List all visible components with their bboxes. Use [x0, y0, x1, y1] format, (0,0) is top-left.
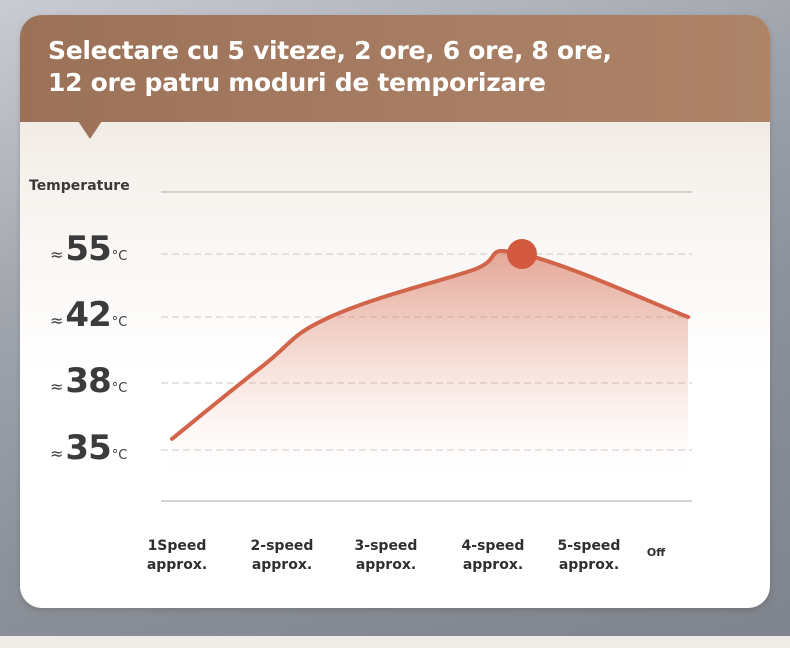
- y-tick-value: 35: [65, 428, 111, 468]
- x-tick-line1: 4-speed: [461, 538, 525, 554]
- peak-point: [507, 239, 537, 269]
- y-tick-unit: °C: [111, 249, 128, 264]
- x-tick-line2: approx.: [146, 557, 208, 573]
- y-tick-value: 42: [65, 295, 111, 335]
- y-tick-55: ≈ 55 °C: [50, 229, 127, 269]
- y-tick-approx: ≈: [50, 377, 64, 396]
- y-tick-approx: ≈: [50, 444, 64, 463]
- background-strip: [0, 636, 790, 648]
- x-tick-line1: 5-speed: [557, 538, 621, 554]
- y-tick-42: ≈ 42 °C: [50, 295, 127, 335]
- x-tick-line1: 3-speed: [354, 538, 418, 554]
- x-tick-line1: 2-speed: [250, 538, 314, 554]
- banner-title-line2: 12 ore patru moduri de temporizare: [48, 68, 546, 97]
- y-tick-approx: ≈: [50, 311, 64, 330]
- series-line: [170, 249, 690, 441]
- banner-title: Selectare cu 5 viteze, 2 ore, 6 ore, 8 o…: [48, 35, 748, 99]
- x-tick-line1: Off: [646, 546, 666, 559]
- y-tick-value: 55: [65, 229, 111, 269]
- y-tick-unit: °C: [111, 381, 128, 396]
- x-tick-off: Off: [606, 543, 706, 562]
- banner-pointer: [78, 121, 102, 139]
- x-tick-2speed: 2-speed approx.: [232, 537, 332, 575]
- y-tick-38: ≈ 38 °C: [50, 361, 127, 401]
- y-tick-unit: °C: [111, 315, 128, 330]
- banner-title-line1: Selectare cu 5 viteze, 2 ore, 6 ore, 8 o…: [48, 36, 612, 65]
- x-tick-line2: approx.: [558, 557, 620, 573]
- x-tick-4speed: 4-speed approx.: [443, 537, 543, 575]
- y-axis-label: Temperature: [29, 178, 130, 194]
- x-tick-5speed: 5-speed approx.: [539, 537, 639, 575]
- y-tick-approx: ≈: [50, 245, 64, 264]
- y-tick-35: ≈ 35 °C: [50, 428, 127, 468]
- temperature-chart: [161, 191, 692, 502]
- x-tick-line2: approx.: [251, 557, 313, 573]
- x-tick-3speed: 3-speed approx.: [336, 537, 436, 575]
- x-tick-line2: approx.: [462, 557, 524, 573]
- y-tick-unit: °C: [111, 448, 128, 463]
- x-tick-line2: approx.: [355, 557, 417, 573]
- series-area: [172, 250, 688, 485]
- x-tick-line1: 1Speed: [147, 538, 207, 554]
- y-tick-value: 38: [65, 361, 111, 401]
- chart-card: Selectare cu 5 viteze, 2 ore, 6 ore, 8 o…: [20, 15, 770, 608]
- title-banner: Selectare cu 5 viteze, 2 ore, 6 ore, 8 o…: [20, 15, 770, 122]
- x-tick-1speed: 1Speed approx.: [127, 537, 227, 575]
